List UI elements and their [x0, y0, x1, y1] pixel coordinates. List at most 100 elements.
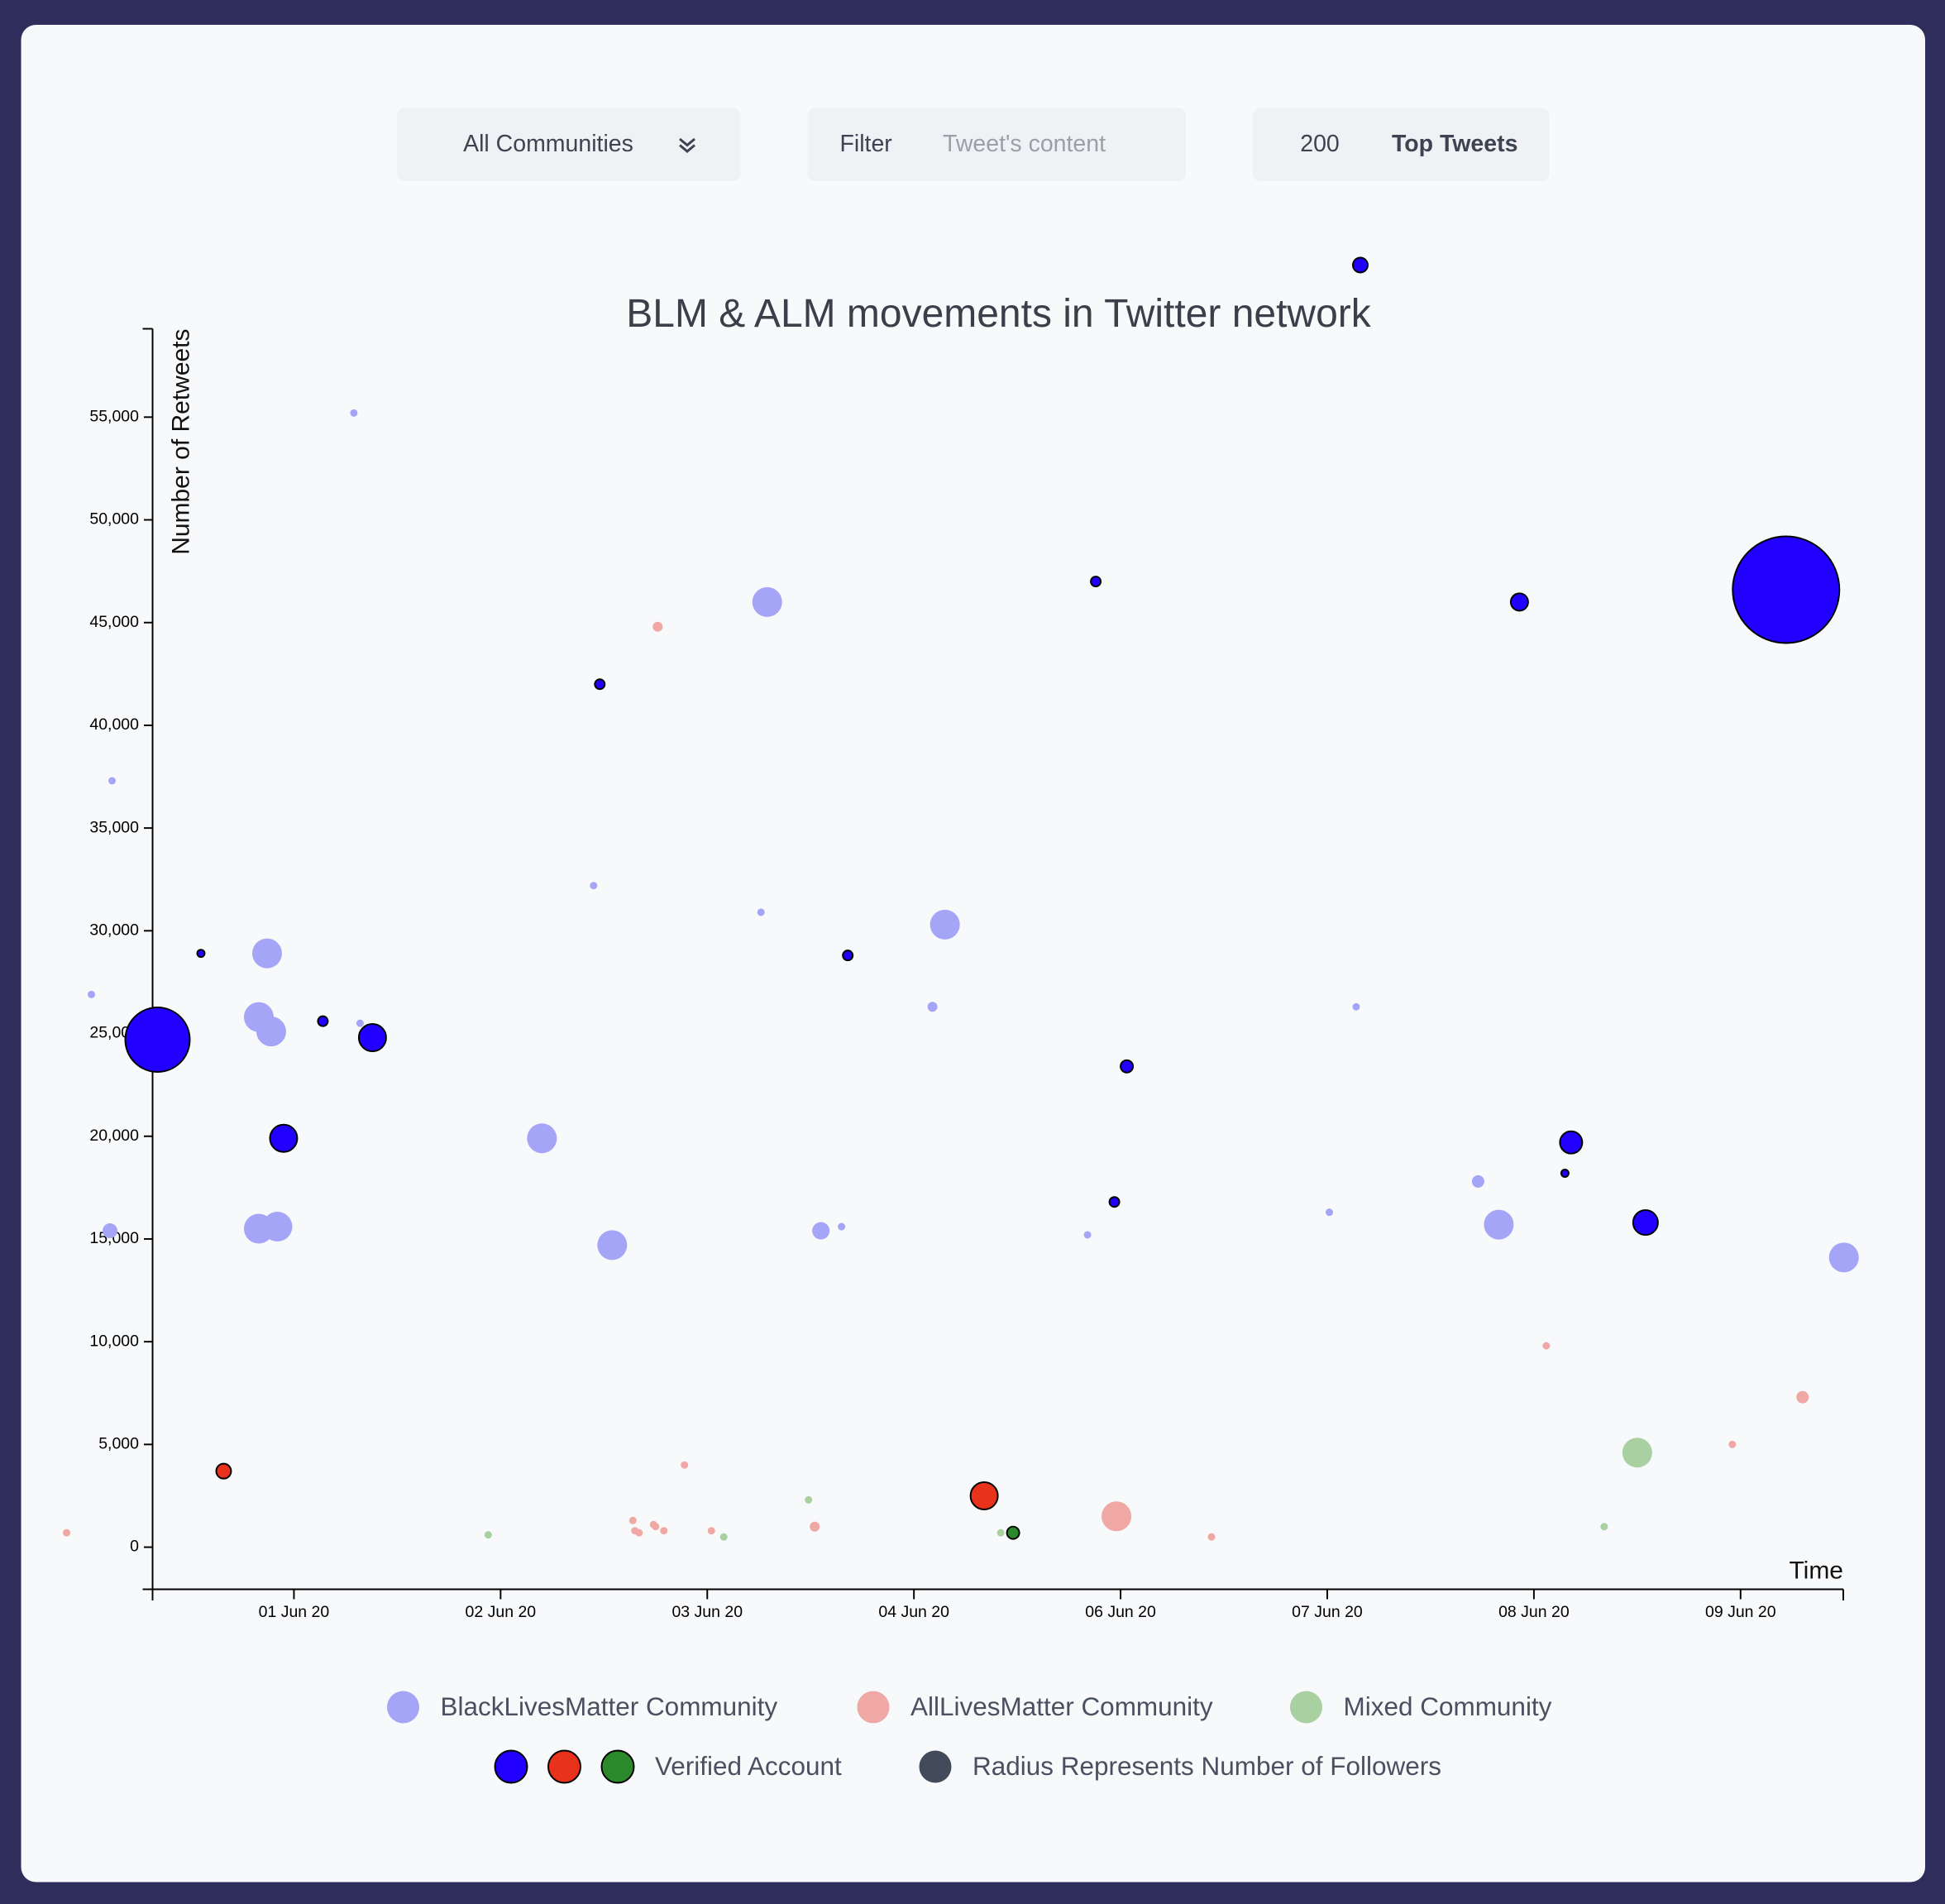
x-tick-label: 09 Jun 20: [1705, 1603, 1776, 1621]
bubble: [88, 990, 96, 998]
bubble: [660, 1527, 668, 1535]
verified-bubble: [269, 1123, 299, 1153]
y-tick-label: 35,000: [89, 818, 139, 836]
bubble: [1325, 1208, 1333, 1217]
filter-label: Filter: [840, 131, 893, 157]
legend-verified-swatch: [600, 1749, 635, 1784]
bubble: [1796, 1390, 1809, 1404]
legend-size-swatch: [919, 1750, 952, 1783]
verified-bubble: [1120, 1059, 1135, 1074]
chevron[interactable]: [679, 137, 695, 153]
bubble: [681, 1461, 689, 1469]
filter-input[interactable]: Filter Tweet's content: [807, 108, 1186, 181]
bubble: [1542, 1342, 1551, 1350]
bubble: [484, 1531, 492, 1539]
top-count[interactable]: 200: [1300, 131, 1340, 157]
bubble: [757, 908, 765, 916]
bubble: [810, 1521, 820, 1532]
verified-bubble: [1509, 592, 1529, 612]
bubble: [631, 1527, 639, 1535]
bubble: [103, 1223, 118, 1239]
bubble: [652, 621, 663, 632]
verified-bubble: [1351, 256, 1369, 274]
verified-bubble: [969, 1481, 999, 1510]
select-text[interactable]: All Communities: [463, 131, 633, 157]
top-tweets[interactable]: 200 Top Tweets: [1252, 108, 1550, 181]
x-tick-label: 08 Jun 20: [1498, 1603, 1570, 1621]
bubble: [63, 1528, 71, 1537]
bubble: [1102, 1501, 1132, 1532]
bubble: [838, 1222, 846, 1231]
bubble: [1600, 1523, 1608, 1531]
y-tick-label: 40,000: [89, 715, 139, 734]
bubble: [1083, 1231, 1092, 1239]
y-tick-label: 0: [130, 1538, 139, 1556]
y-tick-label: 55,000: [89, 407, 139, 425]
y-tick-label: 10,000: [89, 1332, 139, 1350]
verified-bubble: [1560, 1168, 1570, 1178]
legend-label: Verified Account: [655, 1751, 842, 1781]
bubble: [707, 1527, 715, 1535]
filter-box[interactable]: [807, 108, 1186, 181]
x-axis-label: Time: [1789, 1557, 1843, 1584]
bubble: [108, 777, 117, 785]
verified-bubble: [196, 949, 206, 959]
bubble: [927, 1002, 938, 1012]
top-label: Top Tweets: [1392, 131, 1517, 157]
y-tick-label: 50,000: [89, 510, 139, 529]
community-select[interactable]: All Communities: [397, 108, 741, 181]
legend-swatch: [387, 1691, 420, 1724]
plot: 05,00010,00015,00020,00025,00030,00035,0…: [63, 256, 1859, 1621]
bubble: [1828, 1242, 1859, 1273]
verified-bubble: [1559, 1130, 1584, 1155]
y-tick-label: 5,000: [98, 1435, 139, 1453]
bubble: [652, 1523, 660, 1531]
card: [21, 24, 1925, 1882]
legend-label: BlackLivesMatter Community: [441, 1691, 778, 1721]
y-tick-label: 20,000: [89, 1127, 139, 1145]
chart-title: BLM & ALM movements in Twitter network: [626, 292, 1371, 336]
bubble: [805, 1495, 813, 1504]
bubble: [812, 1222, 830, 1240]
bubble: [597, 1230, 628, 1261]
bubble: [590, 882, 598, 890]
y-axis-label: Number of Retweets: [167, 328, 194, 554]
x-tick-label: 07 Jun 20: [1292, 1603, 1363, 1621]
legend-label: Mixed Community: [1343, 1691, 1551, 1721]
bubble: [251, 938, 282, 969]
bubble: [1484, 1209, 1514, 1240]
legend: BlackLivesMatter Community AllLivesMatter…: [387, 1691, 1552, 1784]
legend-label: AllLivesMatter Community: [910, 1691, 1213, 1721]
x-tick-label: 04 Jun 20: [878, 1603, 949, 1621]
verified-bubble: [215, 1462, 232, 1480]
filter-placeholder[interactable]: Tweet's content: [943, 131, 1106, 157]
legend-verified-swatch: [494, 1749, 528, 1784]
x-tick-label: 02 Jun 20: [466, 1603, 537, 1621]
verified-bubble: [1090, 576, 1102, 588]
y-tick-label: 15,000: [89, 1229, 139, 1247]
bubble: [262, 1212, 293, 1242]
verified-bubble: [842, 950, 854, 962]
bubble: [996, 1528, 1005, 1537]
y-tick-label: 45,000: [89, 613, 139, 631]
y-tick-label: 30,000: [89, 921, 139, 939]
bubble: [719, 1533, 728, 1541]
verified-bubble: [124, 1007, 191, 1073]
bubble: [929, 909, 960, 940]
bubble: [628, 1516, 637, 1524]
verified-bubble: [1632, 1209, 1659, 1237]
verified-bubble: [594, 678, 606, 691]
top-box[interactable]: [1252, 108, 1550, 181]
verified-bubble: [1108, 1196, 1121, 1208]
bubble: [1352, 1002, 1360, 1011]
select-box[interactable]: [397, 108, 741, 181]
bubble: [1471, 1174, 1484, 1188]
bubble: [752, 586, 782, 617]
x-tick-label: 03 Jun 20: [671, 1603, 743, 1621]
bubble: [356, 1019, 364, 1027]
legend-verified-swatch: [547, 1749, 581, 1784]
x-tick-label: 06 Jun 20: [1085, 1603, 1156, 1621]
verified-bubble: [317, 1015, 329, 1027]
